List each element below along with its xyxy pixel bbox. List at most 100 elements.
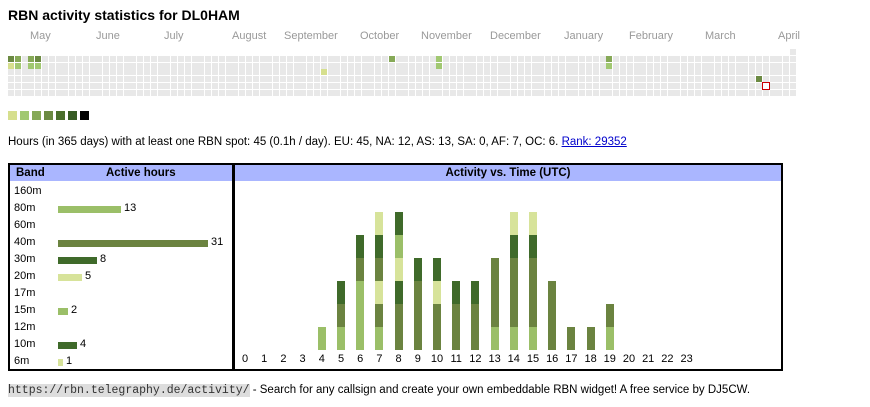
heatmap-day [708,76,715,83]
band-label-12m: 12m [14,321,36,333]
heatmap-day [790,62,796,69]
heatmap-day [307,69,314,76]
heatmap-day [96,89,103,96]
heatmap-day [96,55,103,62]
activity-bar-segment [375,258,384,281]
heatmap-day [579,69,586,76]
heatmap-day [334,62,341,69]
heatmap-day [579,89,586,96]
heatmap-day [239,76,246,83]
heatmap-day [701,62,708,69]
heatmap-day [715,83,722,89]
heatmap-day [164,89,171,96]
heatmap-day [273,89,280,96]
heatmap-day [8,83,14,89]
band-label-20m: 20m [14,270,36,282]
heatmap-day [783,69,790,76]
heatmap-day [484,89,490,96]
hour-label-4: 4 [318,353,325,365]
band-hours-15m: 2 [71,304,78,316]
heatmap-day [103,62,110,69]
footer-url[interactable]: https://rbn.telegraphy.de/activity/ [8,384,250,397]
month-label-november: November [421,30,472,42]
heatmap-day [368,76,375,83]
heatmap-day [35,55,42,62]
band-label-30m: 30m [14,253,36,265]
activity-bar-segment [529,281,537,304]
heatmap-day [375,55,382,62]
heatmap-day [606,69,613,76]
heatmap-day [62,55,69,62]
heatmap-day [783,83,790,89]
heatmap-day [402,62,409,69]
heatmap-day [463,69,470,76]
heatmap-day [545,55,552,62]
heatmap-day [769,55,776,62]
heatmap-day [735,55,742,62]
heatmap-day [55,76,62,83]
heatmap-day [314,55,320,62]
heatmap-day [28,83,35,89]
heatmap-day [518,76,524,83]
heatmap-day [606,62,613,69]
heatmap-day [565,76,572,83]
heatmap-day [273,69,280,76]
heatmap-day [694,55,701,62]
heatmap-day [137,69,144,76]
heatmap-day [647,83,654,89]
band-hours-20m: 5 [85,270,92,282]
hour-label-12: 12 [469,353,482,365]
heatmap-day [701,83,708,89]
heatmap-day [21,89,28,96]
heatmap-day [82,55,89,62]
heatmap-day [776,62,783,69]
heatmap-day [280,62,286,69]
heatmap-day [654,89,660,96]
heatmap-day [300,62,307,69]
band-bar-40m [58,240,208,247]
heatmap-day [599,69,606,76]
heatmap-day [497,55,504,62]
heatmap-day [613,83,620,89]
heatmap-day [613,89,620,96]
heatmap-day [388,76,395,83]
legend-swatch [80,111,89,120]
heatmap-day [490,69,497,76]
heatmap-day [470,69,477,76]
heatmap-day [599,76,606,83]
heatmap-day [742,55,749,62]
heatmap-day [416,89,422,96]
heatmap-day [647,62,654,69]
heatmap-day [579,76,586,83]
heatmap-day [490,83,497,89]
heatmap-day [749,69,756,76]
heatmap-day [518,69,524,76]
heatmap-day [218,83,225,89]
heatmap-day [456,62,463,69]
rank-link[interactable]: Rank: 29352 [561,136,627,148]
heatmap-day [606,89,613,96]
heatmap-day [110,76,116,83]
heatmap-day [572,55,579,62]
heatmap-day [55,69,62,76]
heatmap-day [266,83,273,89]
heatmap-day [266,76,273,83]
heatmap-day [572,62,579,69]
heatmap-day [626,55,633,62]
heatmap-day [518,62,524,69]
heatmap-day [130,69,137,76]
activity-bar-segment [356,258,365,281]
heatmap-day [524,89,531,96]
heatmap-day [654,76,660,83]
heatmap-day [320,89,327,96]
activity-bar-segment [529,258,537,281]
heatmap-day [776,83,783,89]
heatmap-day [592,55,599,62]
heatmap-day [96,83,103,89]
heatmap-day [14,83,21,89]
heatmap-day [633,89,640,96]
heatmap-day [164,69,171,76]
heatmap-day [722,89,728,96]
heatmap-day [266,55,273,62]
heatmap-day [307,62,314,69]
